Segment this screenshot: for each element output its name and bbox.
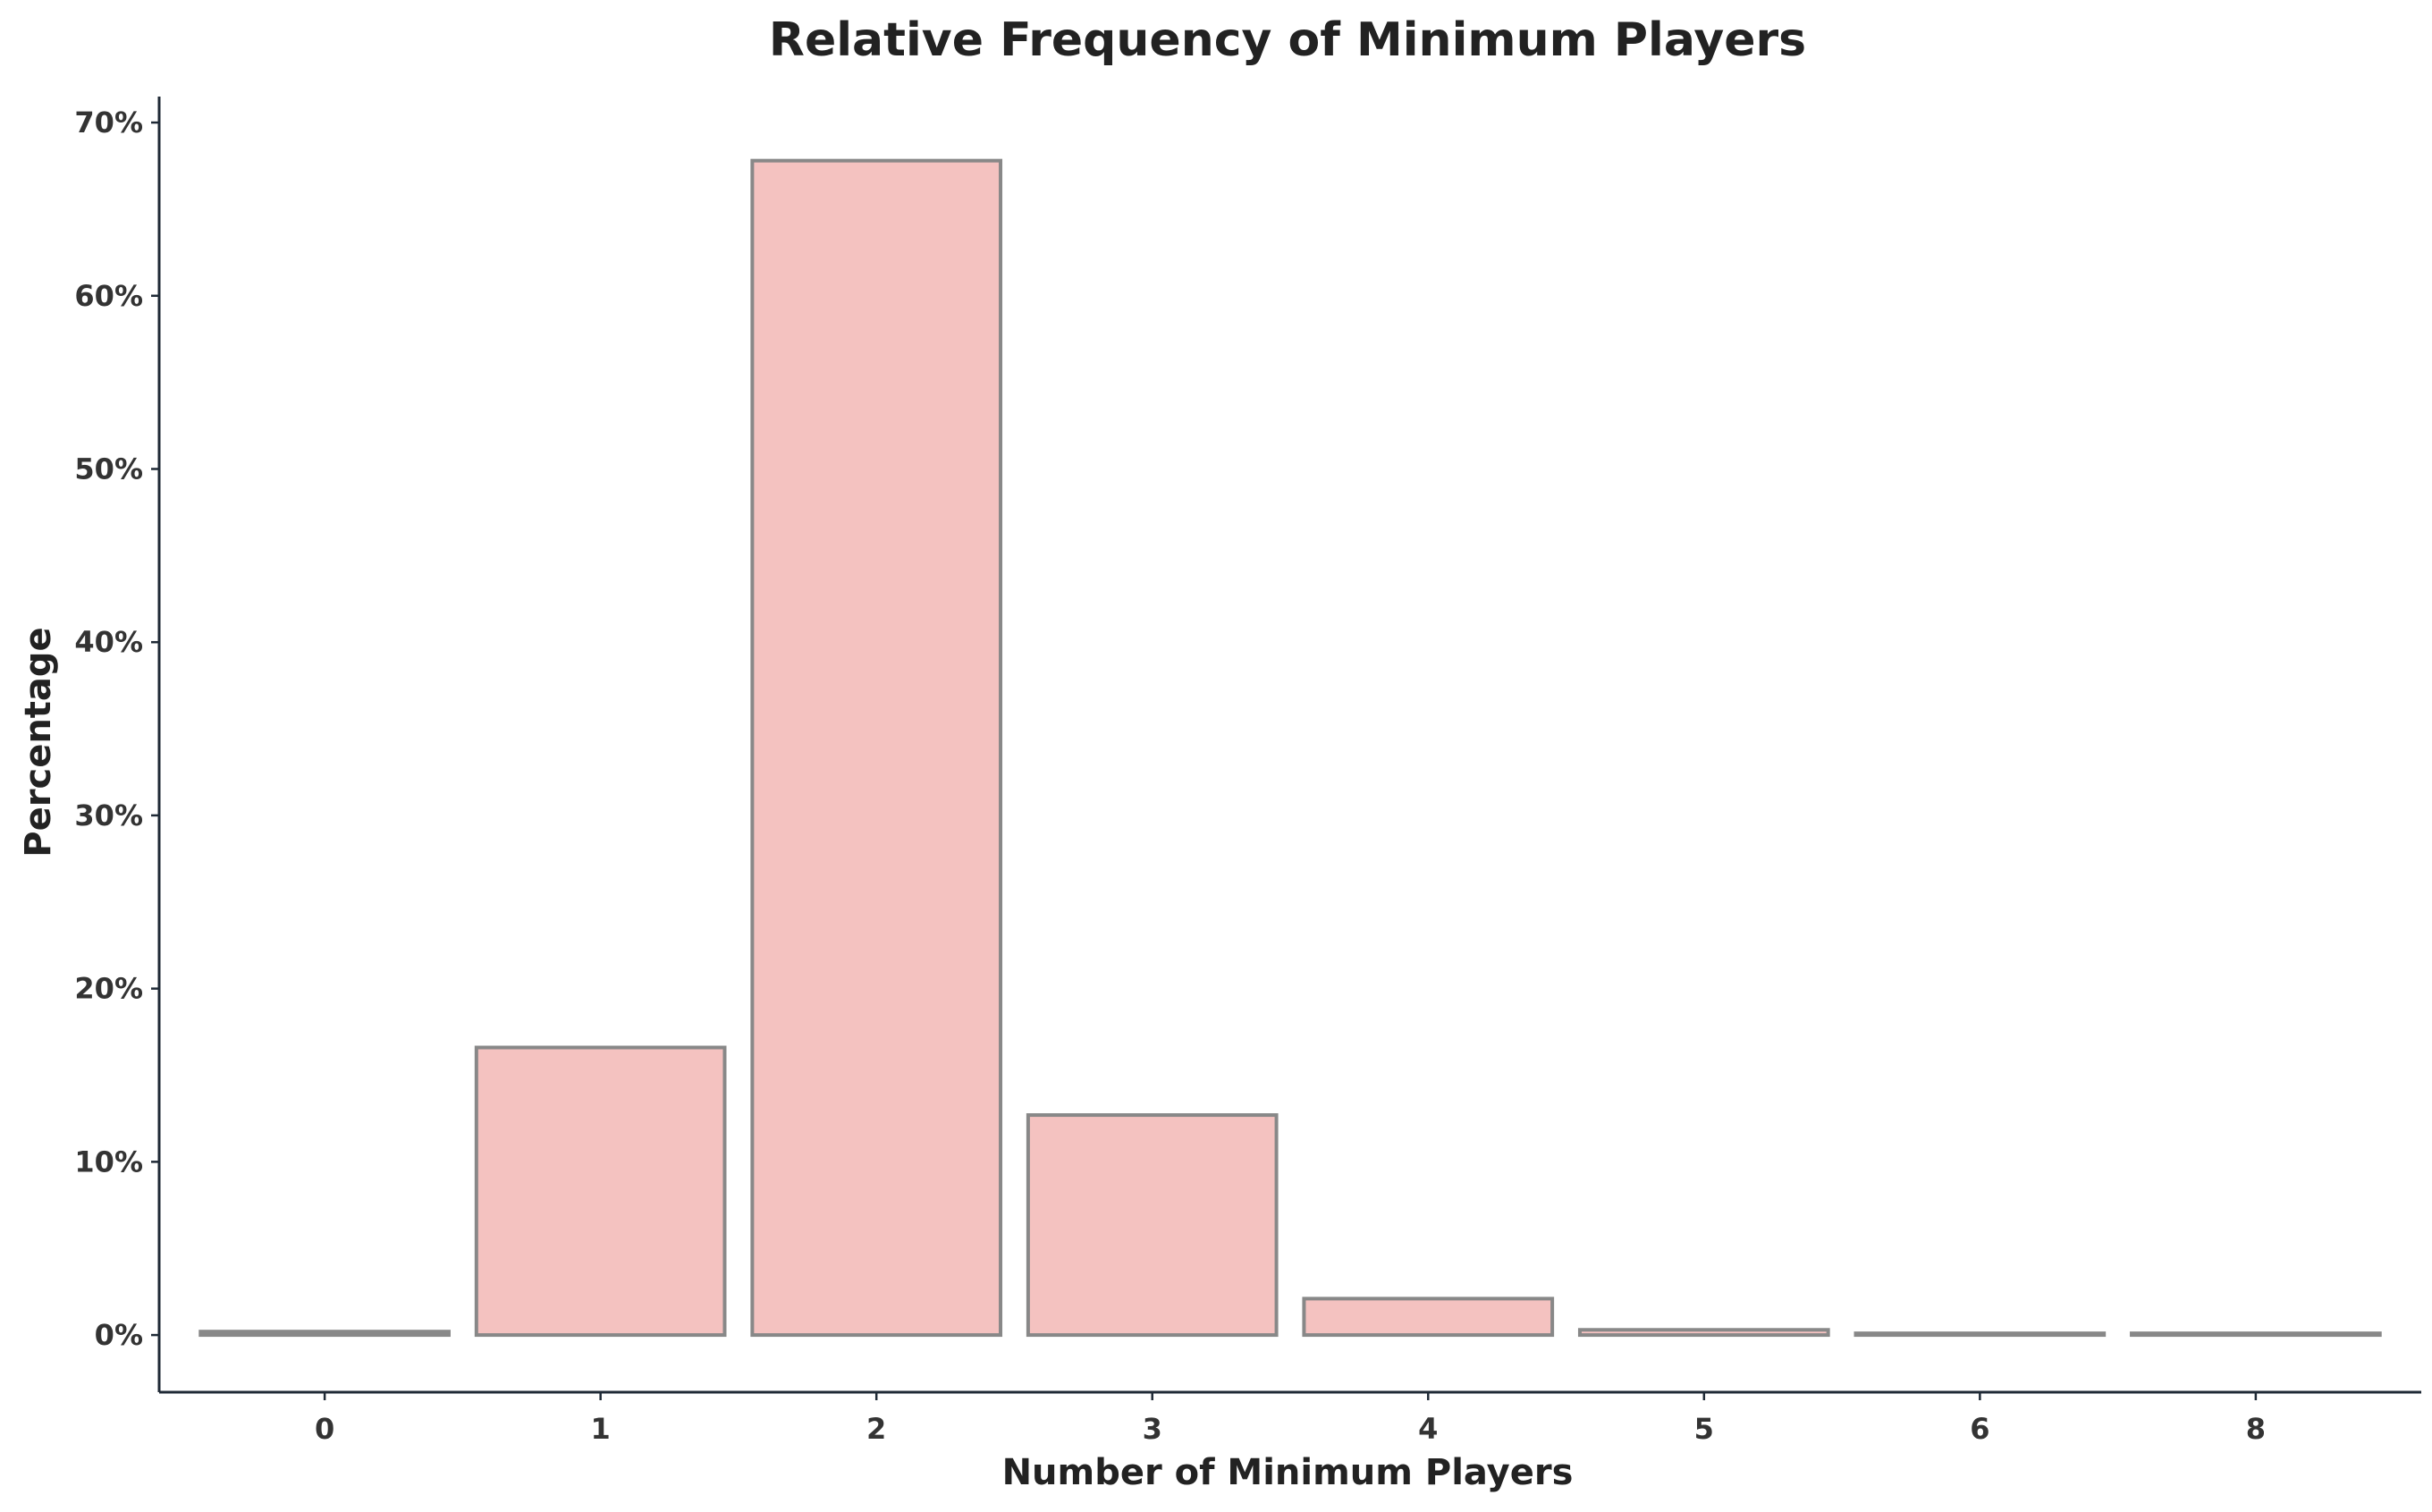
bar-4 [1302,1297,1555,1338]
x-tick-label: 0 [315,1412,334,1446]
bar-2 [750,158,1003,1338]
y-tick-label: 10% [74,1145,143,1178]
x-axis-ticks: 0 1 2 3 4 5 6 8 [315,1392,2266,1446]
x-axis-label: Number of Minimum Players [1002,1452,1574,1493]
x-tick-label: 2 [866,1412,886,1446]
x-tick-label: 6 [1970,1412,1989,1446]
y-tick-label: 0% [95,1318,143,1352]
x-tick-label: 5 [1694,1412,1714,1446]
bar-6 [1854,1331,2107,1338]
y-tick-label: 30% [74,798,143,832]
y-axis-ticks: 0% 10% 20% 30% 40% 50% 60% 70% [74,106,159,1352]
y-tick-label: 60% [74,279,143,313]
y-tick-label: 20% [74,972,143,1006]
bar-1 [474,1045,727,1338]
bar-8 [2130,1331,2382,1338]
y-tick-label: 40% [74,625,143,659]
bars-group [198,158,2382,1338]
x-tick-label: 4 [1418,1412,1438,1446]
chart-title: Relative Frequency of Minimum Players [769,13,1806,67]
bar-5 [1577,1328,1830,1338]
bar-3 [1026,1113,1279,1338]
y-axis-label: Percentage [18,627,59,857]
y-tick-label: 50% [74,452,143,486]
x-tick-label: 1 [591,1412,611,1446]
y-tick-label: 70% [74,106,143,139]
bar-0 [198,1330,451,1338]
x-tick-label: 8 [2246,1412,2266,1446]
x-tick-label: 3 [1143,1412,1162,1446]
